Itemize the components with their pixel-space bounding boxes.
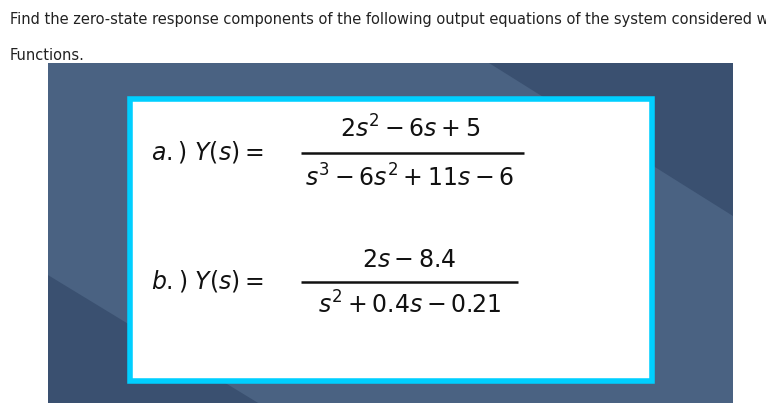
Text: $a.)\ Y(s) =$: $a.)\ Y(s) =$ <box>152 139 264 164</box>
Text: $s^3-6s^2+11s-6$: $s^3-6s^2+11s-6$ <box>305 164 514 191</box>
Text: Functions.: Functions. <box>10 48 85 63</box>
Text: $b.)\ Y(s) =$: $b.)\ Y(s) =$ <box>152 268 264 294</box>
Polygon shape <box>489 63 733 216</box>
FancyBboxPatch shape <box>48 63 733 403</box>
Text: $s^2+0.4s-0.21$: $s^2+0.4s-0.21$ <box>318 291 502 319</box>
Text: $2s-8.4$: $2s-8.4$ <box>362 248 457 272</box>
Text: Find the zero-state response components of the following output equations of the: Find the zero-state response components … <box>10 12 766 27</box>
Text: $2s^2-6s+5$: $2s^2-6s+5$ <box>339 116 480 143</box>
Polygon shape <box>48 275 266 403</box>
FancyBboxPatch shape <box>129 99 652 381</box>
